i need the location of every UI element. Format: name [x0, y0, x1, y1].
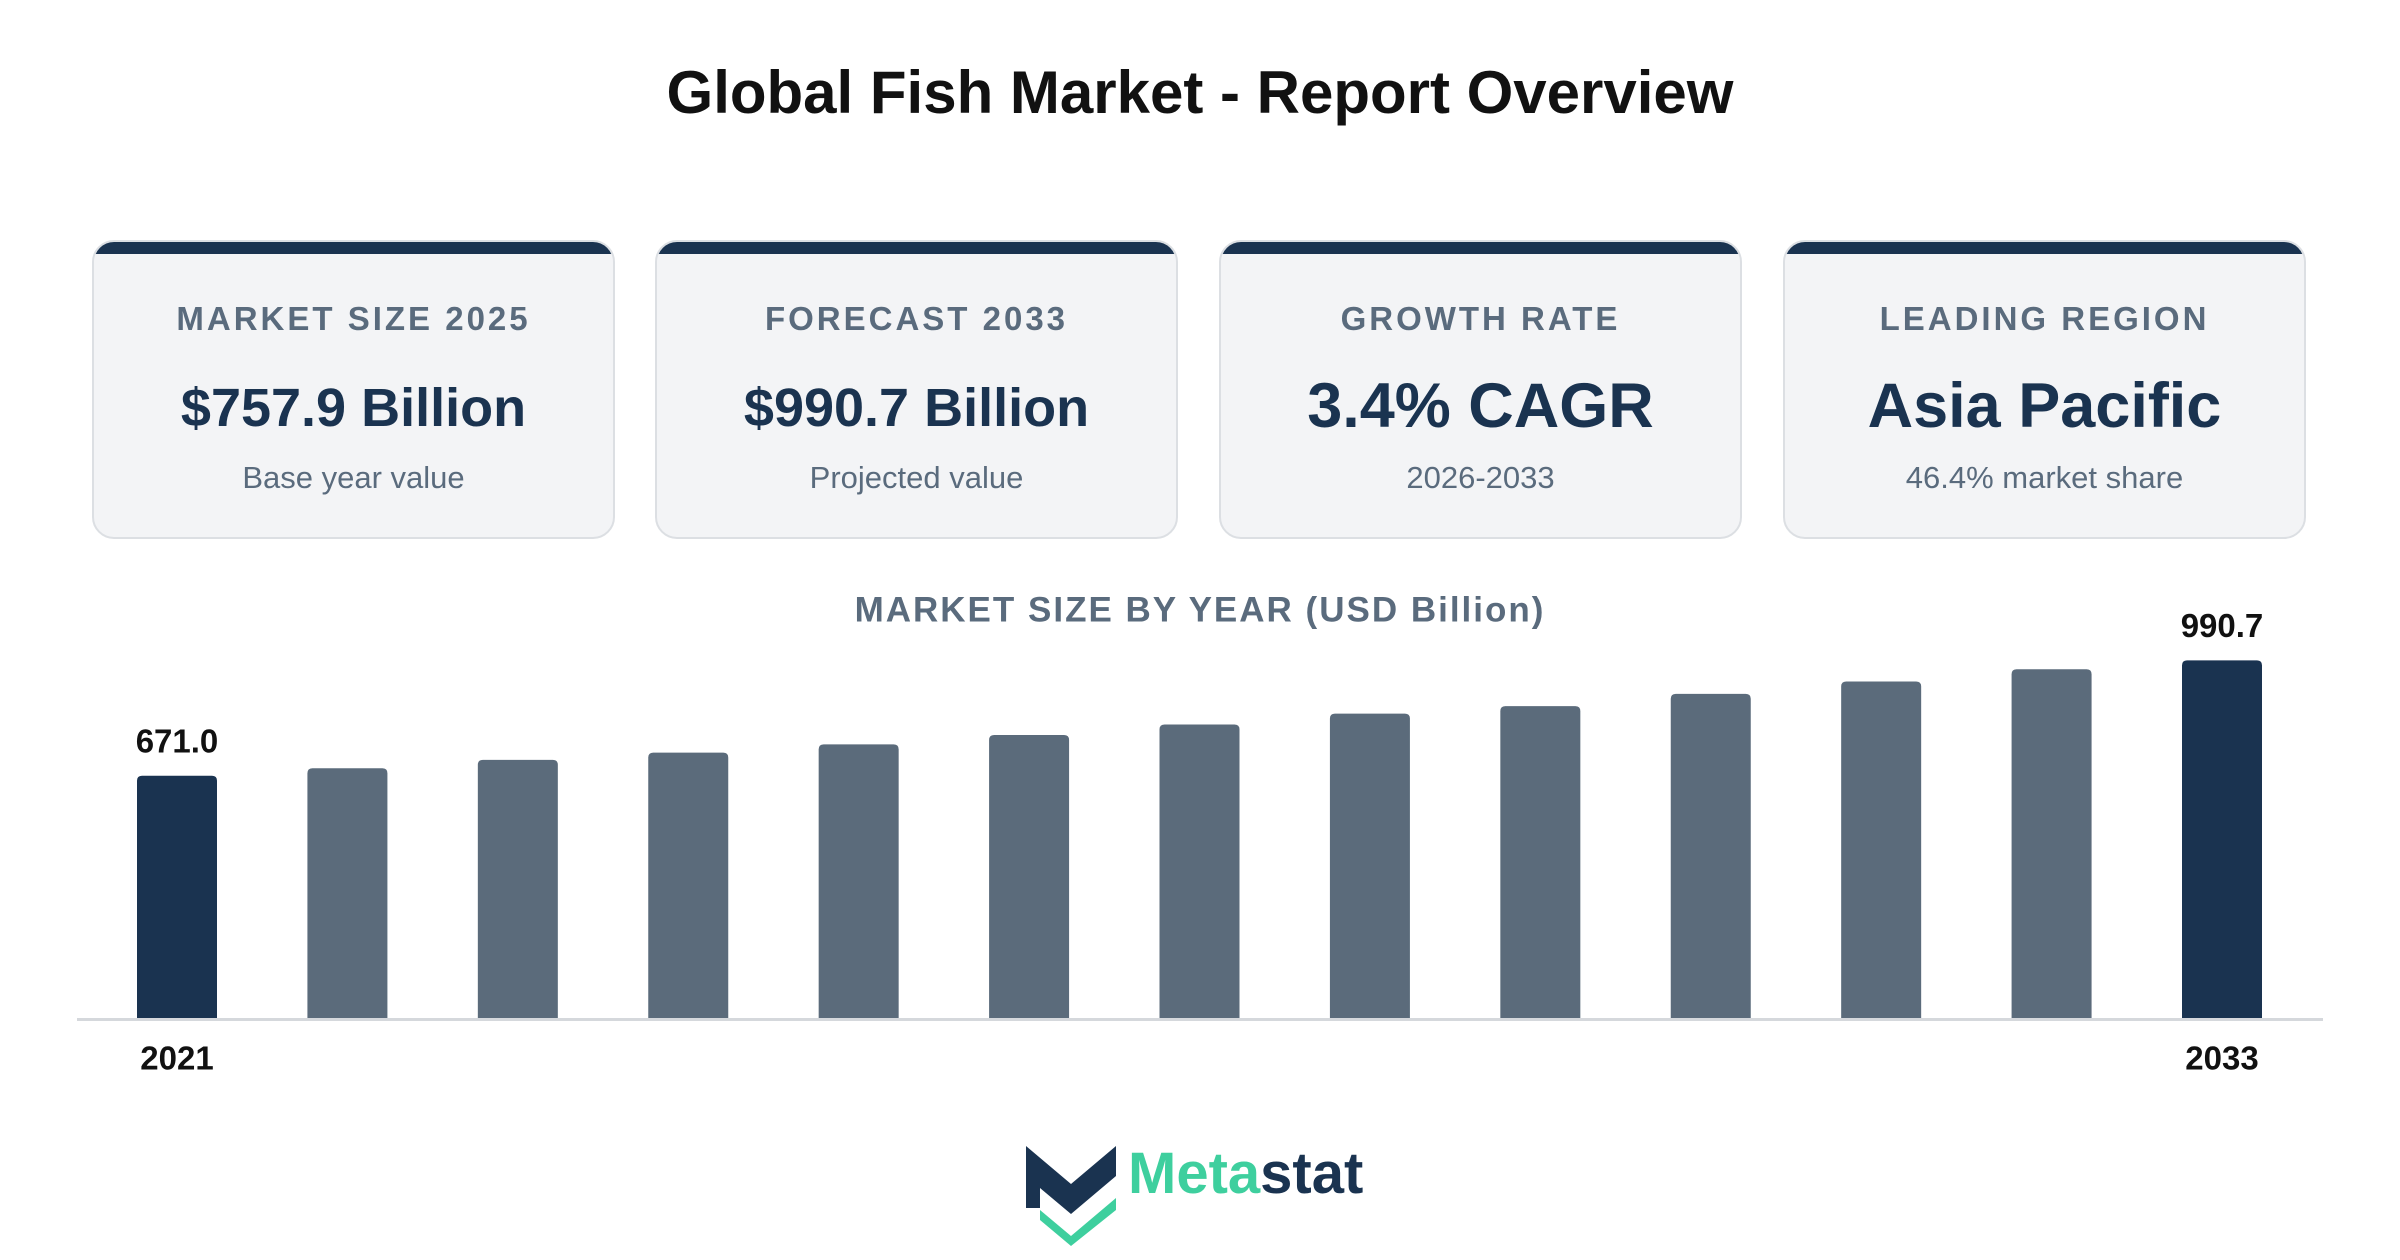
card-value: Asia Pacific	[1867, 371, 2222, 441]
stat-card: LEADING REGION Asia Pacific 46.4% market…	[1783, 240, 2306, 539]
bar	[1670, 693, 1751, 1018]
card-label: MARKET SIZE 2025	[176, 300, 531, 337]
logo-text: Meta	[1128, 1141, 1261, 1206]
bar	[818, 744, 899, 1018]
card-label: FORECAST 2033	[764, 300, 1069, 337]
card-accent	[94, 242, 613, 254]
card-accent	[1785, 242, 2304, 254]
card-value: $990.7 Billion	[743, 378, 1090, 438]
logo-text: stat	[1260, 1141, 1364, 1206]
bar	[137, 775, 217, 1018]
value-label: 671.0	[136, 722, 219, 759]
bar	[1329, 713, 1410, 1018]
bar	[1159, 724, 1240, 1018]
x-tick-label: 2033	[2185, 1040, 2258, 1077]
stat-card: GROWTH RATE 3.4% CAGR 2026-2033	[1219, 240, 1742, 539]
bar	[2011, 669, 2092, 1018]
card-accent	[1221, 242, 1740, 254]
page-title: Global Fish Market - Report Overview	[666, 59, 1734, 126]
card-accent	[657, 242, 1176, 254]
card-sub: 46.4% market share	[1905, 460, 2184, 495]
stat-card: MARKET SIZE 2025 $757.9 Billion Base yea…	[92, 240, 615, 539]
card-value: $757.9 Billion	[180, 378, 527, 438]
card-value: 3.4% CAGR	[1307, 371, 1654, 441]
card-sub: 2026-2033	[1406, 460, 1555, 495]
logo: Metastat	[1128, 1140, 1363, 1207]
card-label: LEADING REGION	[1879, 300, 2210, 337]
card-label: GROWTH RATE	[1340, 300, 1621, 337]
x-tick-label: 2021	[140, 1040, 213, 1077]
card-sub: Base year value	[242, 460, 465, 495]
bar	[1500, 706, 1581, 1018]
bar	[307, 768, 388, 1018]
bar	[477, 759, 558, 1018]
bar	[2182, 660, 2262, 1018]
value-label: 990.7	[2181, 607, 2264, 644]
stat-card: FORECAST 2033 $990.7 Billion Projected v…	[655, 240, 1178, 539]
bar	[989, 734, 1070, 1018]
chart-title: MARKET SIZE BY YEAR (USD Billion)	[855, 590, 1546, 629]
card-sub: Projected value	[809, 460, 1024, 495]
logo-icon	[1026, 1146, 1116, 1246]
bar	[648, 752, 729, 1018]
bar	[1841, 681, 1922, 1018]
